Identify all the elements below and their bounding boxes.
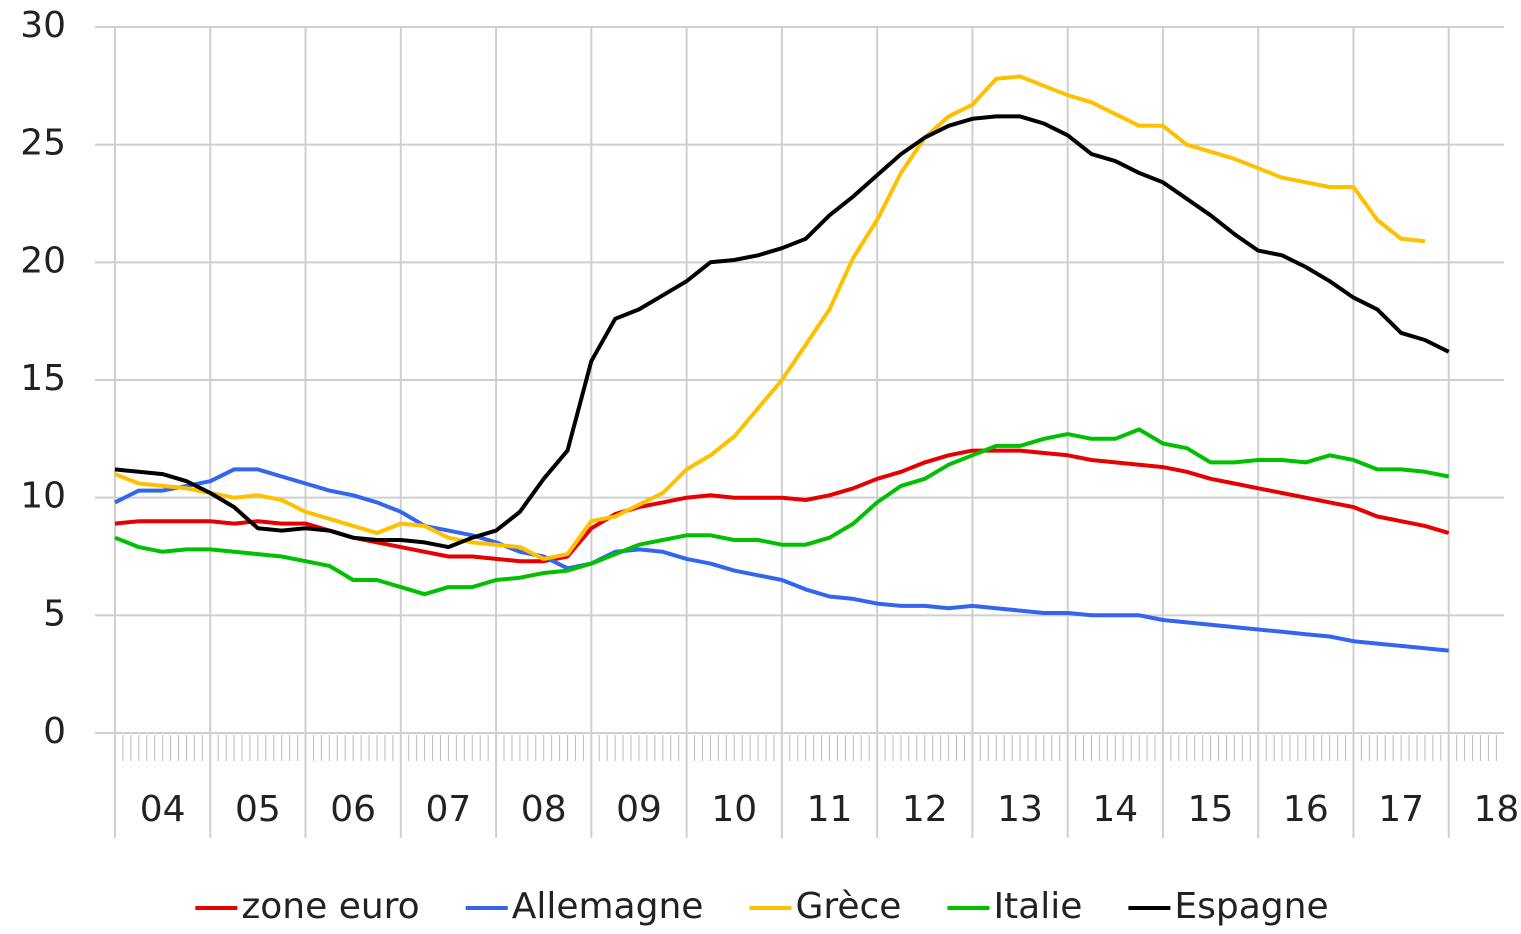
x-tick-label: 04 bbox=[140, 789, 186, 830]
legend-label: Grèce bbox=[795, 886, 901, 927]
x-tick-label: 09 bbox=[616, 789, 662, 830]
x-tick-label: 10 bbox=[711, 789, 757, 830]
series-line bbox=[114, 467, 1449, 653]
x-tick-label: 15 bbox=[1188, 789, 1234, 830]
x-tick-label: 13 bbox=[997, 789, 1043, 830]
x-tick-label: 05 bbox=[235, 789, 281, 830]
series-line bbox=[114, 114, 1450, 550]
x-tick-label: 17 bbox=[1378, 789, 1424, 830]
x-tick-label: 14 bbox=[1092, 789, 1138, 830]
x-tick-label: 06 bbox=[330, 789, 376, 830]
series-line bbox=[114, 74, 1426, 561]
legend-label: Italie bbox=[993, 886, 1082, 927]
x-tick-label: 07 bbox=[426, 789, 472, 830]
x-tick-label: 11 bbox=[807, 789, 853, 830]
x-tick-label: 12 bbox=[902, 789, 948, 830]
y-tick-label: 15 bbox=[20, 358, 66, 399]
legend-label: zone euro bbox=[241, 886, 419, 927]
series-line bbox=[114, 427, 1450, 597]
legend-label: Espagne bbox=[1174, 886, 1328, 927]
x-tick-label: 08 bbox=[521, 789, 567, 830]
y-tick-label: 20 bbox=[20, 240, 66, 281]
y-tick-label: 25 bbox=[20, 123, 66, 164]
legend-label: Allemagne bbox=[512, 886, 704, 927]
y-tick-label: 30 bbox=[20, 5, 66, 46]
y-tick-label: 5 bbox=[43, 593, 66, 634]
x-tick-label: 18 bbox=[1473, 789, 1519, 830]
y-tick-label: 10 bbox=[20, 476, 66, 517]
y-tick-label: 0 bbox=[43, 711, 66, 752]
x-tick-label: 16 bbox=[1283, 789, 1329, 830]
